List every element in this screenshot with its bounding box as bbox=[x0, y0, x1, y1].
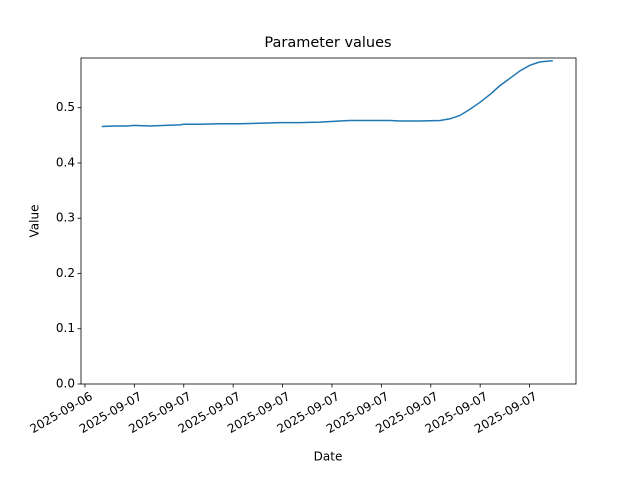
y-tick-label: 0.3 bbox=[56, 211, 75, 225]
x-axis-label: Date bbox=[314, 450, 343, 464]
y-tick-label: 0.5 bbox=[56, 100, 75, 114]
y-tick-label: 0.0 bbox=[56, 377, 75, 391]
y-axis-label: Value bbox=[28, 205, 42, 238]
y-tick-label: 0.4 bbox=[56, 155, 75, 169]
data-line bbox=[101, 60, 553, 128]
y-tick-label: 0.2 bbox=[56, 266, 75, 280]
chart-title: Parameter values bbox=[264, 35, 391, 51]
axes-frame bbox=[80, 57, 577, 385]
y-tick-label: 0.1 bbox=[56, 321, 75, 335]
